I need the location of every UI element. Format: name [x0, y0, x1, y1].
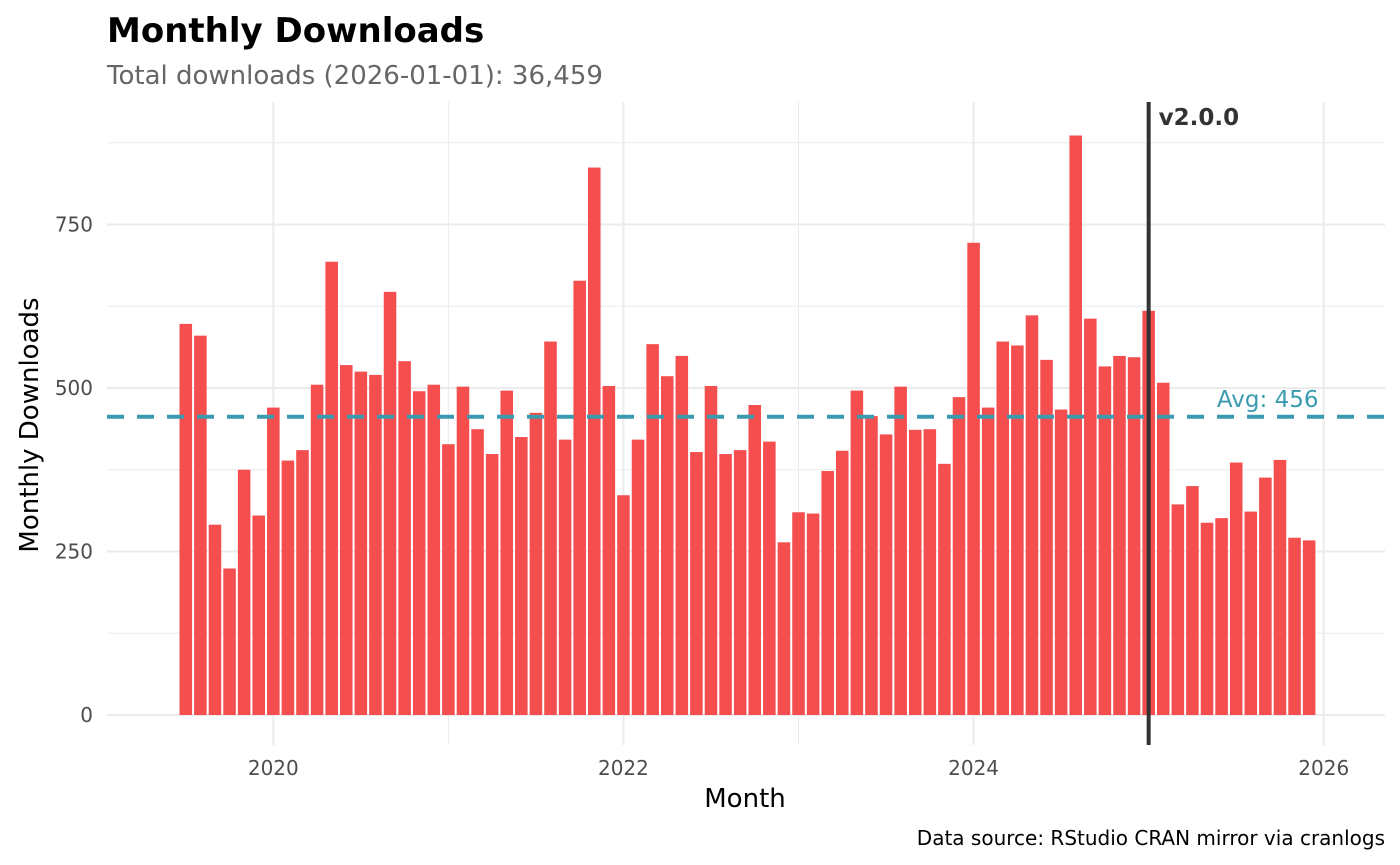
x-tick-label: 2020 — [248, 756, 299, 780]
bar — [879, 434, 893, 715]
bar — [646, 344, 659, 715]
bar — [719, 454, 732, 715]
bar — [690, 452, 703, 715]
bar — [938, 463, 951, 715]
average-label: Avg: 456 — [1217, 387, 1319, 413]
bar — [748, 404, 762, 715]
x-axis-ticks: 2020 2022 2024 2026 — [248, 756, 1349, 780]
bar — [1011, 345, 1024, 715]
bar — [237, 469, 251, 715]
caption: Data source: RStudio CRAN mirror via cra… — [917, 826, 1385, 850]
bar — [398, 361, 411, 715]
bar — [1273, 459, 1287, 715]
bar — [908, 429, 922, 715]
bar — [339, 365, 353, 715]
release-label: v2.0.0 — [1159, 105, 1239, 131]
bar — [704, 386, 718, 715]
bar — [1069, 135, 1082, 715]
bar — [194, 335, 207, 715]
bar — [1288, 537, 1301, 715]
chart-subtitle: Total downloads (2026-01-01): 36,459 — [106, 61, 603, 91]
bar — [631, 439, 645, 715]
x-tick-label: 2024 — [948, 756, 999, 780]
bar — [1259, 477, 1272, 715]
bar — [967, 242, 980, 715]
bar — [617, 495, 630, 715]
bar — [310, 384, 324, 715]
bar — [252, 515, 265, 715]
bar — [588, 167, 601, 715]
bar — [763, 441, 776, 715]
bar — [354, 371, 368, 715]
bar — [296, 450, 309, 715]
bar — [865, 416, 878, 715]
bar — [923, 429, 937, 715]
bar — [952, 397, 966, 715]
bar — [515, 437, 528, 715]
bar — [529, 412, 543, 715]
bar — [471, 429, 484, 715]
bar — [602, 386, 616, 715]
bar — [996, 341, 1010, 715]
bar — [1156, 382, 1170, 715]
bar — [267, 407, 280, 715]
y-axis-title: Monthly Downloads — [15, 297, 45, 552]
bar — [675, 355, 689, 715]
x-tick-label: 2026 — [1298, 756, 1349, 780]
bar — [1084, 318, 1097, 715]
bar — [1302, 540, 1316, 715]
bar — [558, 439, 572, 715]
bar — [223, 568, 236, 715]
bar — [1040, 359, 1053, 715]
bar — [1200, 522, 1214, 715]
y-tick-label: 0 — [80, 703, 93, 727]
bar — [733, 450, 747, 715]
bar — [1215, 518, 1228, 715]
y-tick-label: 750 — [55, 212, 93, 236]
bar — [208, 524, 222, 715]
bar — [1113, 355, 1126, 715]
bar — [1098, 366, 1112, 715]
bar — [821, 471, 834, 715]
bar — [850, 390, 864, 715]
bar — [1171, 504, 1185, 715]
bar — [1054, 409, 1068, 715]
bar — [1025, 315, 1039, 715]
y-axis-ticks: 0 250 500 750 — [55, 212, 93, 727]
bar — [1244, 511, 1258, 715]
bar — [427, 384, 441, 715]
bar — [836, 450, 849, 715]
y-tick-label: 250 — [55, 539, 93, 563]
x-tick-label: 2022 — [598, 756, 649, 780]
x-axis-title: Month — [704, 784, 786, 814]
bar — [281, 460, 295, 715]
bar — [383, 291, 397, 715]
bar — [325, 261, 338, 715]
bar — [806, 513, 820, 715]
bar — [1186, 486, 1199, 715]
y-tick-label: 500 — [55, 376, 93, 400]
bar — [777, 542, 791, 715]
bar — [456, 386, 470, 715]
bar — [792, 512, 805, 715]
bar — [573, 280, 586, 715]
bar — [544, 341, 557, 715]
bar — [660, 376, 674, 715]
bar — [442, 444, 455, 715]
bar — [179, 323, 193, 715]
bar — [894, 386, 907, 715]
bar — [1229, 462, 1243, 715]
bar — [981, 407, 995, 715]
chart-title: Monthly Downloads — [107, 11, 484, 51]
bar — [485, 454, 499, 715]
bar — [1127, 357, 1141, 715]
bar — [412, 391, 426, 715]
bar — [500, 390, 514, 715]
bars — [179, 135, 1316, 715]
bar — [369, 374, 382, 715]
